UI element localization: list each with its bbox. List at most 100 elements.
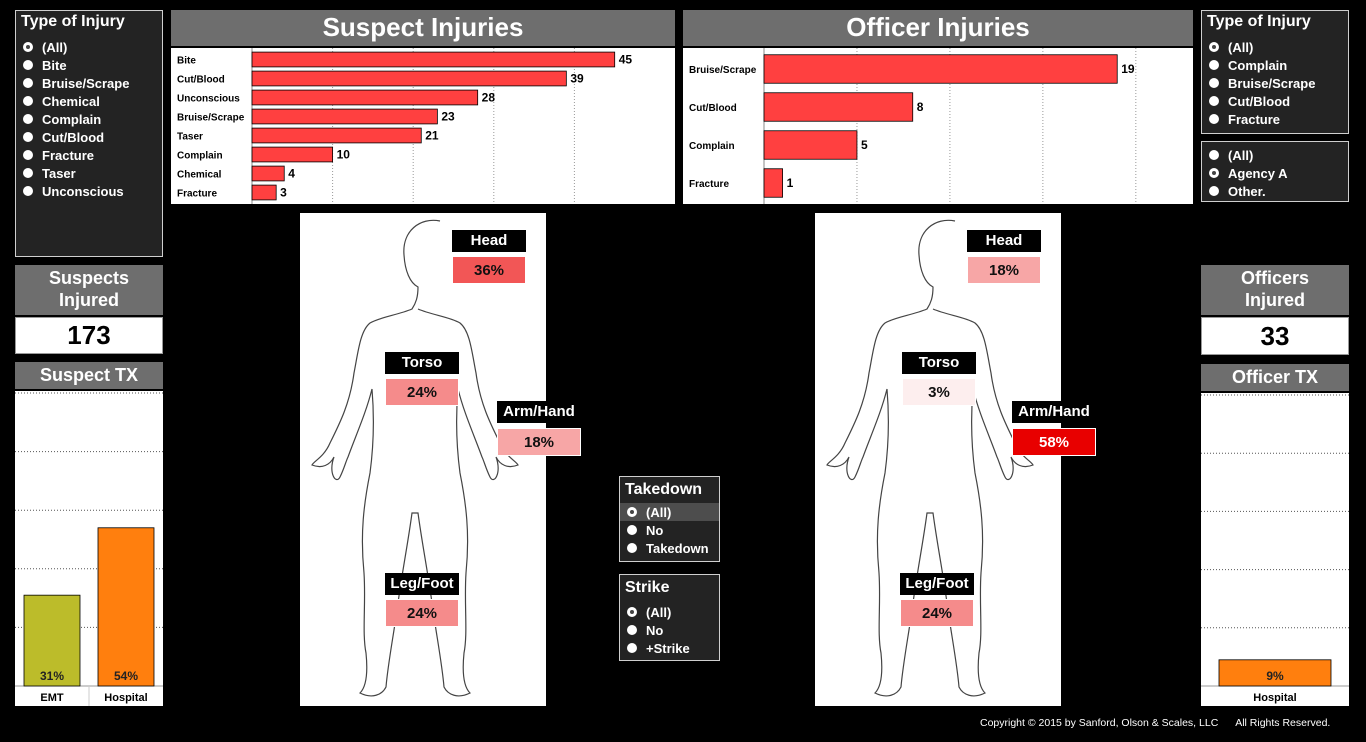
filter-options: (All) Complain Bruise/Scrape Cut/Blood Fract… (1202, 38, 1348, 128)
category-label: Complain (689, 141, 735, 152)
radio-button-icon[interactable] (627, 625, 637, 635)
bar (763, 168, 783, 198)
agency-filter: (All) Agency A Other. (1201, 141, 1349, 202)
filter-option[interactable]: Takedown (620, 539, 719, 557)
radio-button-icon[interactable] (1209, 186, 1219, 196)
filter-option[interactable]: Bite (16, 56, 162, 74)
filter-option-label: Fracture (1228, 111, 1281, 127)
filter-option[interactable]: Bruise/Scrape (1202, 74, 1348, 92)
filter-option-label: Fracture (42, 147, 95, 163)
filter-option[interactable]: +Strike (620, 639, 719, 657)
officer-arm-pct: 58% (1012, 428, 1096, 456)
radio-button-icon[interactable] (627, 543, 637, 553)
data-label: 3 (280, 186, 287, 200)
filter-option-label: Other. (1228, 183, 1266, 199)
radio-button-icon[interactable] (627, 607, 637, 617)
filter-option[interactable]: (All) (1202, 38, 1348, 56)
filter-option[interactable]: Unconscious (16, 182, 162, 200)
radio-button-icon[interactable] (23, 150, 33, 160)
bar (97, 527, 155, 687)
suspect-body-figure (311, 219, 519, 697)
suspects-injured-label-2: Injured (58, 290, 119, 310)
data-label: 1 (787, 176, 794, 190)
officer-arm-label: Arm/Hand (1012, 401, 1096, 423)
filter-option[interactable]: Cut/Blood (1202, 92, 1348, 110)
filter-option[interactable]: Complain (1202, 56, 1348, 74)
filter-option-label: +Strike (646, 640, 690, 656)
category-label: Bruise/Scrape (177, 113, 245, 124)
bar (763, 54, 1118, 84)
radio-button-icon[interactable] (627, 525, 637, 535)
filter-option[interactable]: Cut/Blood (16, 128, 162, 146)
radio-button-icon[interactable] (627, 507, 637, 517)
category-label: Cut/Blood (177, 75, 225, 86)
suspect-head-label: Head (452, 230, 526, 252)
filter-option[interactable]: Fracture (16, 146, 162, 164)
data-label: 8 (917, 100, 924, 114)
radio-button-icon[interactable] (23, 168, 33, 178)
filter-option-label: Bruise/Scrape (1228, 75, 1316, 91)
filter-option[interactable]: Chemical (16, 92, 162, 110)
bar (251, 165, 285, 182)
radio-button-icon[interactable] (1209, 150, 1219, 160)
officers-injured-label-2: Injured (1244, 290, 1305, 310)
officer-body-figure (826, 219, 1034, 697)
suspect-injuries-chart: Bite 45 Cut/Blood 39 Unconscious 28 Bruise/Scr… (171, 48, 675, 204)
radio-button-icon[interactable] (627, 643, 637, 653)
bar (1218, 659, 1332, 687)
data-label: 5 (861, 138, 868, 152)
filter-option[interactable]: (All) (16, 38, 162, 56)
filter-option[interactable]: (All) (1202, 146, 1348, 164)
radio-button-icon[interactable] (1209, 168, 1219, 178)
bar (251, 89, 479, 106)
officer-head-label: Head (967, 230, 1041, 252)
data-label: 23 (441, 110, 455, 124)
filter-option-label: Chemical (42, 93, 100, 109)
suspects-injured-count: 173 (15, 317, 163, 354)
suspects-injured-header: Suspects Injured (15, 265, 163, 315)
filter-options: (All) No Takedown (620, 503, 719, 557)
officer-injuries-title: Officer Injuries (683, 10, 1193, 46)
data-label: 39 (570, 72, 584, 86)
data-label: 31% (40, 669, 64, 683)
filter-option[interactable]: No (620, 621, 719, 639)
radio-button-icon[interactable] (23, 96, 33, 106)
radio-button-icon[interactable] (1209, 60, 1219, 70)
radio-button-icon[interactable] (23, 60, 33, 70)
filter-option[interactable]: Taser (16, 164, 162, 182)
radio-button-icon[interactable] (23, 42, 33, 52)
category-label: Taser (177, 132, 203, 143)
radio-button-icon[interactable] (1209, 114, 1219, 124)
filter-option[interactable]: No (620, 521, 719, 539)
category-label: Cut/Blood (689, 103, 737, 114)
radio-button-icon[interactable] (1209, 78, 1219, 88)
radio-button-icon[interactable] (23, 78, 33, 88)
officer-injuries-chart: Bruise/Scrape 19 Cut/Blood 8 Complain 5 Fractu… (683, 48, 1193, 204)
filter-option[interactable]: Other. (1202, 182, 1348, 200)
suspects-injured-label-1: Suspects (48, 268, 130, 288)
filter-option-label: Unconscious (42, 183, 124, 199)
category-label: Hospital (104, 692, 147, 704)
suspect-injuries-title: Suspect Injuries (171, 10, 675, 46)
radio-button-icon[interactable] (1209, 96, 1219, 106)
filter-option[interactable]: Agency A (1202, 164, 1348, 182)
radio-button-icon[interactable] (23, 132, 33, 142)
category-label: Bruise/Scrape (689, 65, 757, 76)
officer-injuries-bars: Bruise/Scrape 19 Cut/Blood 8 Complain 5 Fractu… (689, 48, 1137, 204)
suspect-arm-pct: 18% (497, 428, 581, 456)
filter-option[interactable]: Bruise/Scrape (16, 74, 162, 92)
filter-option-label: Agency A (1228, 165, 1288, 181)
filter-option[interactable]: (All) (620, 603, 719, 621)
filter-option[interactable]: Fracture (1202, 110, 1348, 128)
filter-title: Type of Injury (1207, 13, 1311, 30)
filter-option[interactable]: Complain (16, 110, 162, 128)
officer-tx-bars: 9% Hospital (1201, 394, 1349, 704)
filter-option-label: (All) (1228, 147, 1254, 163)
radio-button-icon[interactable] (23, 186, 33, 196)
radio-button-icon[interactable] (1209, 42, 1219, 52)
copyright-text: Copyright © 2015 by Sanford, Olson & Sca… (980, 717, 1331, 729)
filter-option[interactable]: (All) (620, 503, 719, 521)
data-label: 21 (425, 129, 439, 143)
radio-button-icon[interactable] (23, 114, 33, 124)
filter-option-label: Bite (42, 57, 67, 73)
